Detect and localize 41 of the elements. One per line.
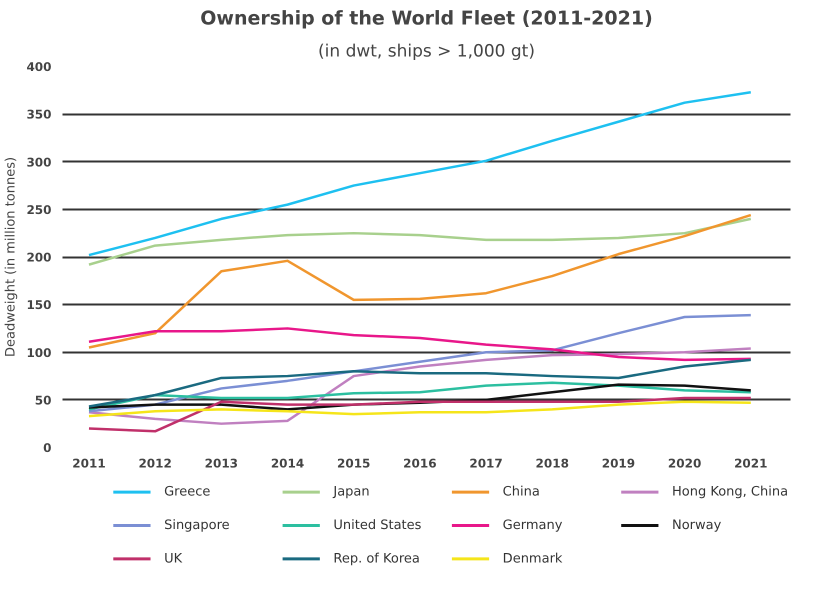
legend-label: United States: [333, 518, 422, 533]
line-series: [88, 327, 752, 362]
y-tick-label: 100: [26, 346, 52, 360]
x-tick-label: 2015: [337, 456, 370, 470]
line-series: [88, 90, 752, 256]
legend-label: Hong Kong, China: [672, 484, 788, 500]
y-tick-label: 50: [34, 393, 52, 408]
legend-label: Singapore: [164, 518, 230, 533]
y-tick-label: 150: [26, 298, 52, 312]
x-tick-label: 2016: [403, 456, 437, 470]
x-tick-label: 2012: [138, 456, 172, 470]
x-tick-label: 2020: [668, 456, 702, 470]
legend-label: Greece: [164, 484, 210, 500]
y-tick-label: 200: [26, 250, 52, 264]
y-tick-label: 400: [26, 60, 52, 74]
legend-label: Norway: [672, 518, 722, 533]
line-series: [88, 214, 752, 349]
y-tick-label: 0: [43, 441, 52, 455]
x-tick-label: 2019: [602, 456, 636, 470]
x-tick-label: 2011: [72, 456, 106, 470]
x-tick-label: 2014: [270, 456, 304, 470]
x-tick-label: 2018: [536, 456, 569, 470]
x-tick-label: 2013: [204, 456, 238, 470]
y-axis-title: Deadweight (in million tonnes): [3, 156, 18, 358]
y-tick-label: 300: [26, 155, 52, 170]
x-tick-label: 2021: [734, 456, 768, 470]
y-tick-label: 250: [26, 202, 52, 217]
line-series: [88, 400, 752, 418]
legend-label: China: [502, 484, 540, 500]
y-tick-label: 350: [26, 108, 52, 122]
legend-label: Japan: [332, 484, 370, 500]
chart-subtitle: (in dwt, ships > 1,000 gt): [318, 42, 535, 62]
line-series: [88, 396, 752, 433]
line-series: [88, 218, 752, 266]
chart-title: Ownership of the World Fleet (2011-2021): [200, 8, 653, 30]
legend-label: UK: [164, 551, 183, 566]
line-series: [88, 358, 752, 408]
legend-label: Denmark: [502, 551, 563, 566]
legend-label: Rep. of Korea: [333, 551, 420, 566]
x-tick-label: 2017: [469, 456, 503, 470]
legend-label: Germany: [502, 518, 563, 533]
